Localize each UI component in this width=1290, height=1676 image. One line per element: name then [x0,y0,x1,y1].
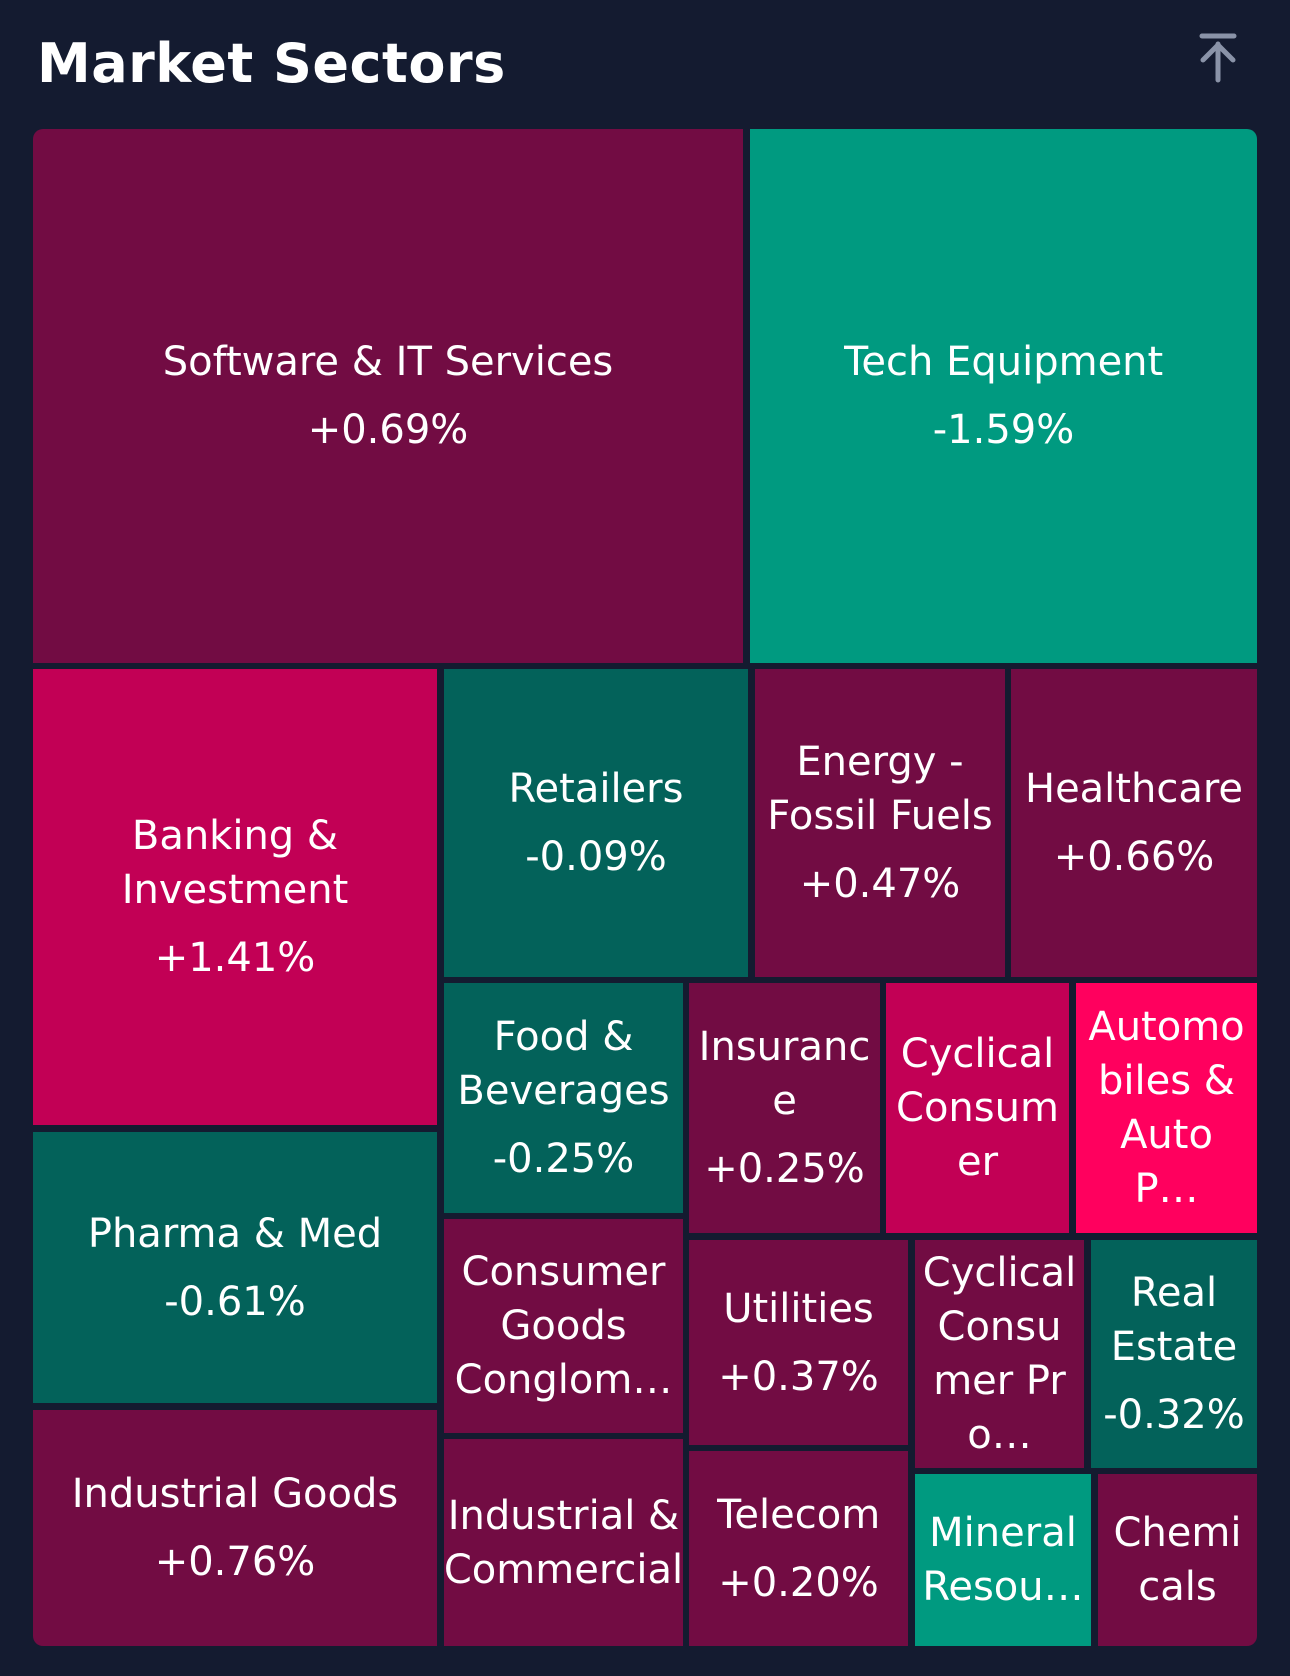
tile-energy-fossil-fuels[interactable]: Energy - Fossil Fuels +0.47% [755,669,1005,977]
tile-cyclical-consumer[interactable]: Cyclical Consumer [886,983,1069,1233]
sector-change: +0.66% [1053,834,1215,880]
sector-name: Healthcare [1024,766,1244,812]
sector-name: Software & IT Services [162,339,614,385]
sector-name: Tech Equipment [843,339,1164,385]
page-title: Market Sectors [37,32,506,95]
sector-treemap: Software & IT Services +0.69% Tech Equip… [33,129,1257,1646]
tile-banking-investment[interactable]: Banking & Investment +1.41% [33,669,437,1125]
tile-telecom[interactable]: Telecom +0.20% [689,1451,908,1646]
header: Market Sectors [0,0,1290,120]
sector-name: Food & Beverages [457,1014,670,1114]
sector-change: +0.69% [307,407,469,453]
tile-food-beverages[interactable]: Food & Beverages -0.25% [444,983,683,1213]
sector-name: Chemicals [1113,1510,1242,1610]
sector-change: +0.25% [704,1146,865,1192]
sector-name: Insurance [698,1024,871,1124]
sector-change: -0.32% [1103,1392,1245,1438]
collapse-button[interactable] [1192,30,1244,88]
tile-chemicals[interactable]: Chemicals [1098,1474,1257,1646]
sector-name: Consumer Goods Conglom… [454,1249,673,1403]
tile-real-estate[interactable]: Real Estate -0.32% [1091,1240,1257,1468]
sector-change: -0.09% [525,834,667,880]
sector-change: +0.20% [718,1559,879,1606]
tile-pharma-med[interactable]: Pharma & Med -0.61% [33,1132,437,1403]
sector-change: +0.76% [154,1539,316,1585]
sector-name: Automobiles & Auto P… [1088,1004,1245,1212]
sector-name: Energy - Fossil Fuels [767,739,993,839]
sector-name: Pharma & Med [87,1210,383,1257]
tile-insurance[interactable]: Insurance +0.25% [689,983,880,1233]
tile-industrial-commercial[interactable]: Industrial & Commercial [444,1439,683,1646]
tile-healthcare[interactable]: Healthcare +0.66% [1011,669,1257,977]
sector-name: Telecom [716,1491,881,1538]
tile-software-it-services[interactable]: Software & IT Services +0.69% [33,129,743,663]
arrow-up-to-top-icon [1199,33,1237,83]
tile-utilities[interactable]: Utilities +0.37% [689,1240,908,1445]
sector-change: -0.25% [492,1136,635,1182]
sector-name: Industrial & Commercial [444,1492,683,1593]
sector-name: Retailers [508,766,684,812]
tile-tech-equipment[interactable]: Tech Equipment -1.59% [750,129,1257,663]
sector-name: Cyclical Consumer Pro… [922,1250,1077,1458]
sector-change: +0.47% [799,861,961,907]
sector-name: Utilities [723,1285,874,1332]
sector-name: Cyclical Consumer [896,1031,1059,1185]
sector-name: Real Estate [1110,1270,1238,1370]
tile-mineral-resources[interactable]: Mineral Resou… [915,1474,1091,1646]
sector-change: +0.37% [718,1353,879,1400]
sector-change: +1.41% [154,935,316,981]
tile-industrial-goods[interactable]: Industrial Goods +0.76% [33,1410,437,1646]
sector-name: Banking & Investment [121,813,349,913]
tile-consumer-goods-conglomerates[interactable]: Consumer Goods Conglom… [444,1219,683,1433]
sector-change: -0.61% [164,1278,306,1325]
tile-automobiles-auto-parts[interactable]: Automobiles & Auto P… [1076,983,1257,1233]
sector-change: -1.59% [932,407,1075,453]
sector-name: Mineral Resou… [922,1510,1084,1610]
tile-cyclical-consumer-products[interactable]: Cyclical Consumer Pro… [915,1240,1084,1468]
tile-retailers[interactable]: Retailers -0.09% [444,669,748,977]
sector-name: Industrial Goods [71,1471,399,1517]
